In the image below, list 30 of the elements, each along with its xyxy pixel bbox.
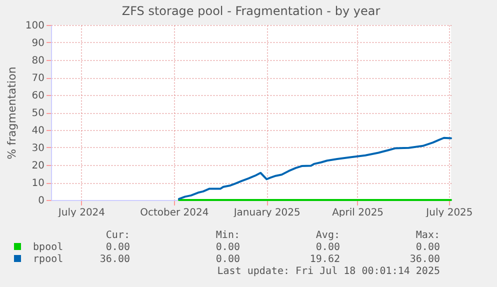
text: 36.00 [98,254,130,265]
y-tick-label: 0 [38,196,44,206]
y-tick-label: 30 [32,143,44,154]
y-tick-label: 60 [32,90,44,102]
text: 0.00 [314,242,340,253]
text: Cur: [104,230,130,241]
x-tick-label: October 2024 [140,208,209,218]
line-series [178,136,452,200]
y-tick-label: 100 [25,20,44,32]
text: Last update: Fri Jul 18 00:01:14 2025 [216,266,440,277]
y-tick-label: 10 [32,178,44,189]
text: 19.62 [308,254,340,265]
y-tick-label: 50 [32,108,44,119]
chart-title: ZFS storage pool - Fragmentation - by year [122,4,380,18]
y-tick-label: 70 [32,73,44,84]
text: Min: [214,230,240,241]
text: 0.00 [214,254,240,265]
y-tick-label: 20 [32,160,44,172]
legend-label: rpool [32,254,64,265]
text: Avg: [314,230,340,241]
y-tick-label: 80 [32,56,44,66]
text: 0.00 [414,242,440,253]
text: 36.00 [408,254,440,265]
text: 0.00 [104,242,130,253]
y-tick-label: 40 [32,126,44,136]
text: 0.00 [214,242,240,253]
y-tick-label: 90 [32,38,44,49]
legend-label: bpool [32,242,64,253]
y-axis-title: % fragmentation [5,66,18,160]
text: Max: [414,230,440,241]
